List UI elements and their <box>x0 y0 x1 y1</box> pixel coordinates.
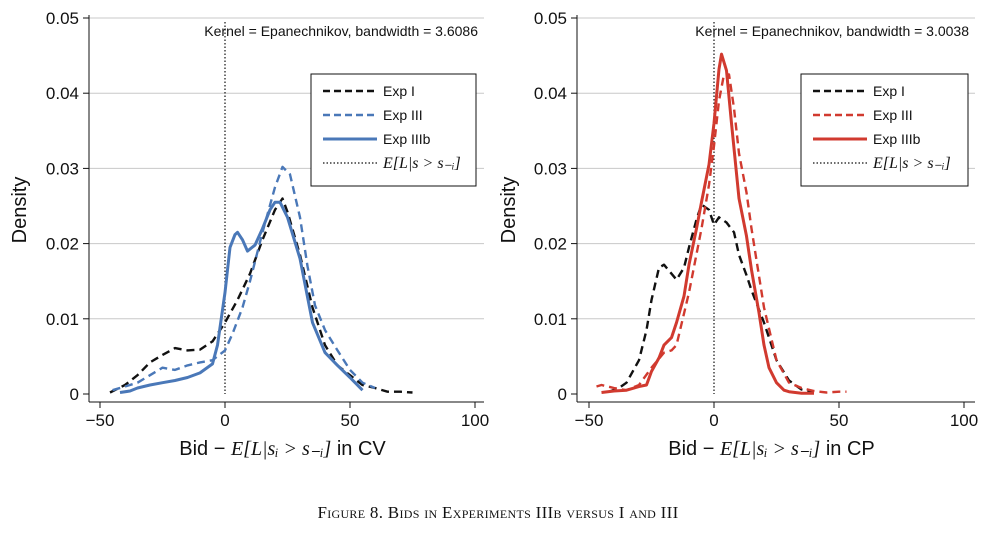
series-line-exp-iiib <box>119 200 364 394</box>
x-tick-label: −50 <box>86 411 115 430</box>
legend-label: E[L|s > s₋ᵢ] <box>382 155 461 172</box>
legend-label: Exp IIIb <box>873 131 921 147</box>
legend-label: Exp I <box>873 83 905 99</box>
series-line-exp-iii <box>112 165 376 392</box>
y-tick-label: 0.05 <box>534 9 567 28</box>
y-tick-label: 0.02 <box>46 235 79 254</box>
x-tick-label: 0 <box>709 411 718 430</box>
right-panel: 0 0.01 0.02 0.03 0.04 0.05 −50 0 50 100 Density Bid… <box>498 9 978 460</box>
y-tick-label: 0.01 <box>534 310 567 329</box>
legend-label: Exp I <box>383 83 415 99</box>
series-line-exp-i <box>109 197 413 394</box>
legend-box <box>800 73 969 187</box>
x-tick-label: 100 <box>461 411 489 430</box>
y-tick-label: 0.01 <box>46 310 79 329</box>
x-tick-label: 50 <box>341 411 360 430</box>
legend-label: Exp IIIb <box>383 131 431 147</box>
y-axis-label: Density <box>9 177 31 244</box>
legend-label: Exp III <box>383 107 423 123</box>
figure-caption: Figure 8. Bids in Experiments IIIb versu… <box>317 503 679 522</box>
legend-label: E[L|s > s₋ᵢ] <box>872 155 951 172</box>
y-tick-label: 0.02 <box>534 235 567 254</box>
x-tick-label: −50 <box>575 411 604 430</box>
x-axis-label: Bid − E[L|sᵢ > s₋ᵢ] in CP <box>668 438 875 460</box>
y-tick-label: 0.04 <box>46 84 79 103</box>
series-line-exp-iiib <box>601 52 814 395</box>
kernel-annotation: Kernel = Epanechnikov, bandwidth = 3.608… <box>204 23 478 39</box>
kernel-annotation: Kernel = Epanechnikov, bandwidth = 3.003… <box>695 23 969 39</box>
y-axis-label: Density <box>498 177 520 244</box>
legend-box <box>310 73 477 187</box>
y-tick-label: 0 <box>558 385 567 404</box>
left-panel: 0 0.01 0.02 0.03 0.04 0.05 −50 0 50 100 Density Bid… <box>9 9 489 460</box>
x-tick-label: 0 <box>220 411 229 430</box>
y-tick-label: 0.03 <box>534 159 567 178</box>
x-tick-label: 100 <box>950 411 978 430</box>
y-tick-label: 0.03 <box>46 159 79 178</box>
series-line-exp-i <box>608 203 815 393</box>
legend-label: Exp III <box>873 107 913 123</box>
y-tick-label: 0.05 <box>46 9 79 28</box>
y-tick-label: 0.04 <box>534 84 567 103</box>
x-axis-label: Bid − E[L|sᵢ > s₋ᵢ] in CV <box>179 438 386 460</box>
series-line-exp-iii <box>596 73 847 394</box>
x-tick-label: 50 <box>830 411 849 430</box>
y-tick-label: 0 <box>70 385 79 404</box>
